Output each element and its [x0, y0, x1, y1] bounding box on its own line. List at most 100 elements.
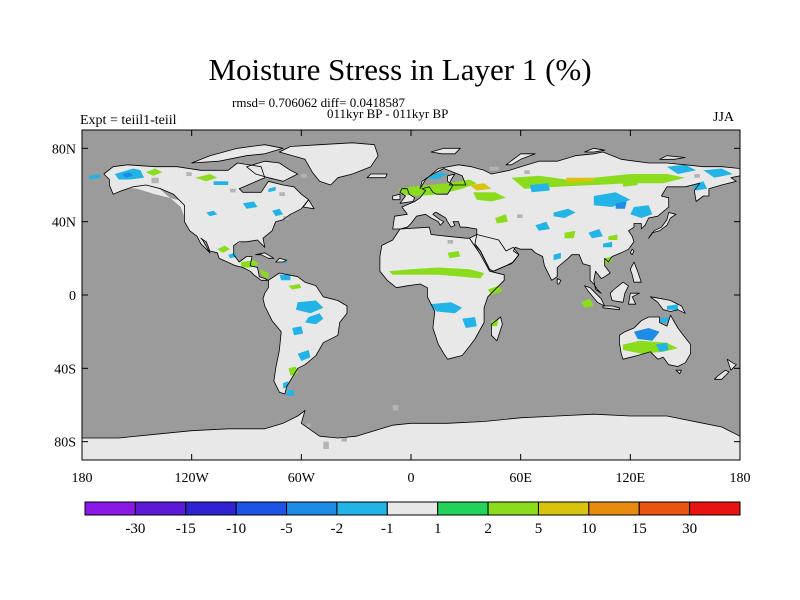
anomaly-region — [630, 205, 653, 218]
anomaly-region — [564, 230, 576, 239]
anomaly-region — [566, 177, 594, 184]
coastline-layer — [82, 142, 740, 460]
coastline-africa — [379, 226, 505, 360]
anomaly-region — [268, 186, 276, 193]
coastline-new-guinea — [650, 296, 686, 314]
landmass-arabia — [475, 234, 519, 272]
coastline-arctic-islands — [191, 144, 284, 164]
anomaly-region — [666, 304, 678, 310]
anomaly-region — [659, 317, 669, 323]
landmass-new-zealand-s — [714, 370, 729, 380]
landmass-hispaniola — [275, 258, 287, 262]
lat-tick-label: 40N — [52, 216, 76, 231]
anomaly-region — [292, 326, 304, 336]
coastline-south-america — [262, 272, 348, 395]
coastline-severnaya-zemlya — [584, 147, 606, 153]
anomaly-region — [447, 251, 461, 259]
coastline-taiwan — [629, 248, 635, 256]
coastline-cuba — [255, 252, 275, 259]
anomaly-region — [511, 174, 686, 189]
colorbar-label: -1 — [381, 521, 394, 537]
colorbar-swatch — [437, 501, 489, 516]
anomaly-region — [623, 179, 638, 187]
coastline-north-america — [103, 162, 310, 281]
anomaly-region — [425, 172, 448, 180]
missing-data-cell — [447, 240, 454, 244]
anomaly-region — [283, 260, 287, 264]
coastline-newfoundland — [302, 199, 315, 210]
experiment-label: Expt = teiil1-teiil — [80, 113, 177, 128]
colorbar-label: -10 — [226, 521, 246, 537]
coastline-tasmania — [675, 369, 682, 375]
colorbar-label: 15 — [632, 521, 647, 537]
lon-tick-label: 60E — [509, 471, 532, 486]
missing-data-cell — [341, 436, 347, 442]
coastline-australia — [619, 314, 691, 367]
missing-data-cell — [392, 405, 399, 411]
missing-data-cell — [151, 177, 159, 184]
anomaly-region — [259, 269, 269, 279]
anomaly-region — [389, 267, 485, 279]
missing-data-layer — [151, 166, 700, 449]
coastline-new-zealand-n — [726, 358, 737, 371]
coastline-arabia — [474, 234, 520, 272]
colorbar-swatch — [84, 501, 136, 516]
anomaly-region — [109, 185, 276, 246]
anomaly-region — [469, 183, 492, 191]
coastline-java — [602, 305, 620, 311]
anomaly-region — [553, 252, 561, 261]
missing-data-cell — [524, 170, 530, 174]
colorbar-swatch — [386, 501, 439, 516]
lat-tick-label: 40S — [54, 362, 76, 377]
axis-ticks: 80N 40N 0 40S 80S 180 120W 60W 0 60E 120E 180 — [52, 130, 751, 486]
colorbar-swatch — [588, 501, 640, 516]
landmass-arctic-islands — [191, 144, 284, 163]
missing-data-cell — [306, 423, 311, 427]
coastline-new-siberian-is — [659, 155, 686, 160]
missing-data-cell — [230, 188, 236, 193]
anomaly-region — [615, 201, 627, 209]
coastline-new-zealand-s — [714, 369, 730, 380]
anomaly-region — [674, 350, 682, 356]
landmass-severnaya-zemlya — [584, 148, 605, 152]
anomaly-region — [535, 221, 550, 231]
lat-tick-label: 0 — [69, 289, 76, 304]
anomaly-region — [195, 174, 218, 182]
anomaly-region — [604, 256, 613, 264]
anomaly-region — [146, 168, 163, 176]
colorbar-label: -30 — [125, 521, 145, 537]
anomaly-region — [213, 181, 229, 185]
landmass-australia — [619, 315, 691, 367]
anomaly-region — [206, 210, 218, 217]
anomaly-region — [473, 192, 506, 202]
missing-data-cell — [489, 166, 499, 171]
colorbar-label: 5 — [535, 521, 543, 537]
anomaly-region — [634, 328, 660, 341]
lon-tick-label: 120E — [616, 471, 646, 486]
lon-tick-label: 60W — [288, 471, 316, 486]
landmass-svalbard — [431, 148, 461, 154]
colorbar-swatch — [235, 501, 288, 516]
anomaly-region — [398, 179, 477, 196]
anomaly-region — [288, 366, 298, 376]
landmass-greenland — [279, 142, 379, 185]
colorbar-swatch — [537, 501, 590, 516]
coastline-ireland — [392, 193, 401, 201]
anomaly-region — [89, 174, 101, 180]
colorbar-swatch — [185, 501, 237, 516]
anomaly-region — [242, 201, 258, 209]
anomaly-region — [241, 260, 260, 268]
missing-data-cell — [279, 192, 285, 196]
anomaly-region — [286, 390, 294, 396]
anomaly-region — [217, 245, 231, 253]
anomaly-region — [462, 317, 477, 328]
missing-data-cell — [323, 441, 329, 449]
coastline-madagascar — [490, 316, 503, 342]
anomaly-region — [295, 300, 324, 314]
landmass-newfoundland — [303, 199, 315, 209]
coastline-japan — [648, 212, 677, 239]
colorbar-label: 30 — [682, 521, 697, 537]
anomaly-region — [655, 342, 669, 352]
coastline-borneo — [609, 281, 629, 303]
